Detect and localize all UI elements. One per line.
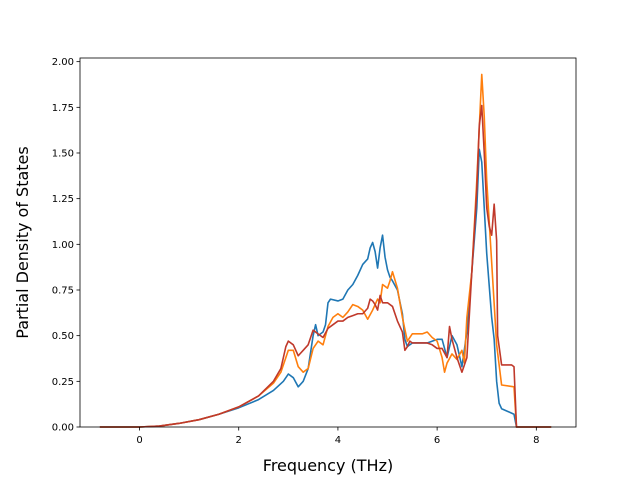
series-line-3: [99, 104, 552, 428]
x-tick-label: 2: [236, 435, 242, 446]
x-axis-label: Frequency (THz): [263, 456, 393, 475]
y-tick-label: 0.00: [52, 423, 74, 434]
series-layer: [99, 73, 552, 428]
x-axis-ticks: 0 2 4 6 8: [136, 427, 540, 446]
x-tick-label: 4: [335, 435, 341, 446]
y-tick-label: 1.75: [52, 103, 74, 114]
y-axis-ticks: 0.00 0.25 0.50 0.75 1.00 1.25 1.50 1.75 2.00: [52, 57, 80, 434]
y-tick-label: 2.00: [52, 57, 74, 68]
y-tick-label: 1.00: [52, 240, 74, 251]
y-tick-label: 0.75: [52, 285, 74, 296]
y-tick-label: 1.50: [52, 148, 74, 159]
y-axis-label: Partial Density of States: [13, 146, 32, 338]
plot-frame: [79, 57, 577, 428]
x-tick-label: 0: [136, 435, 142, 446]
y-tick-label: 1.25: [52, 194, 74, 205]
x-tick-label: 6: [434, 435, 440, 446]
y-tick-label: 0.50: [52, 331, 74, 342]
y-tick-label: 0.25: [52, 377, 74, 388]
x-tick-label: 8: [533, 435, 539, 446]
